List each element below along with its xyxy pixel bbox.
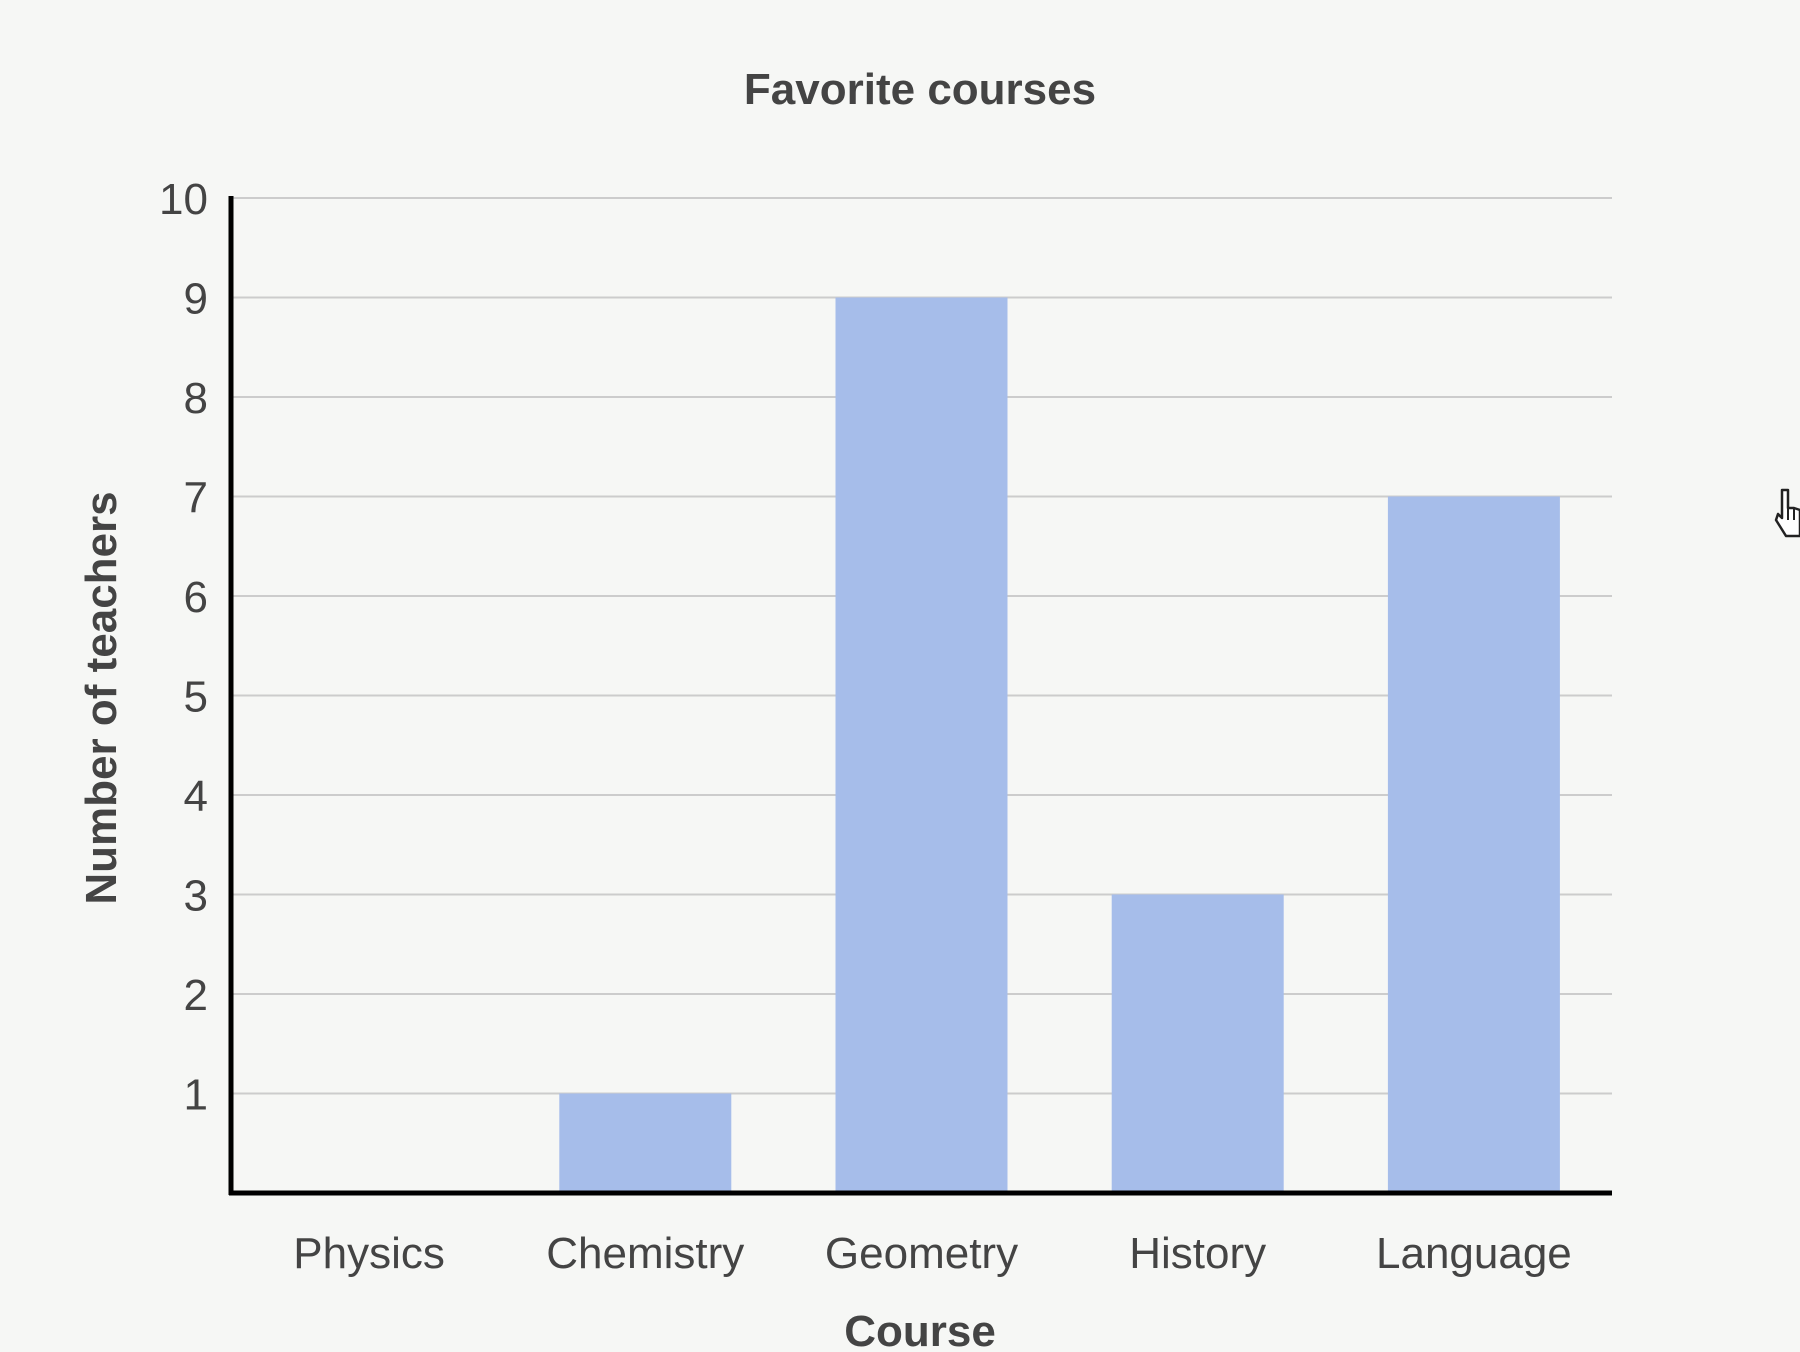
bar: [1387, 496, 1560, 1193]
y-tick-label: 2: [184, 971, 208, 1020]
y-tick-label: 3: [184, 872, 208, 921]
x-tick-label: History: [1129, 1229, 1266, 1278]
y-tick-label: 7: [184, 474, 208, 523]
y-tick-label: 10: [159, 175, 208, 224]
chart-title: Favorite courses: [744, 65, 1096, 114]
y-tick-label: 8: [184, 374, 208, 423]
y-tick-label: 1: [184, 1071, 208, 1120]
y-axis-title: Number of teachers: [77, 491, 126, 904]
y-tick-label: 6: [184, 573, 208, 622]
bar: [835, 297, 1008, 1193]
y-tick-labels: 1 2 3 4 5 6 7 8 9 10: [159, 175, 208, 1120]
bar: [559, 1093, 732, 1193]
x-tick-label: Geometry: [825, 1229, 1018, 1278]
bar: [1111, 894, 1284, 1193]
hand-pointer-icon: [1774, 488, 1800, 538]
x-axis-title: Course: [844, 1307, 996, 1352]
axes: [228, 196, 1612, 1196]
x-tick-label: Language: [1376, 1229, 1572, 1278]
y-tick-label: 9: [184, 275, 208, 324]
x-tick-labels: Physics Chemistry Geometry History Language: [293, 1229, 1571, 1278]
bars: [559, 297, 1560, 1193]
x-tick-label: Chemistry: [546, 1229, 744, 1278]
y-tick-label: 5: [184, 673, 208, 722]
y-tick-label: 4: [184, 772, 208, 821]
x-tick-label: Physics: [293, 1229, 445, 1278]
